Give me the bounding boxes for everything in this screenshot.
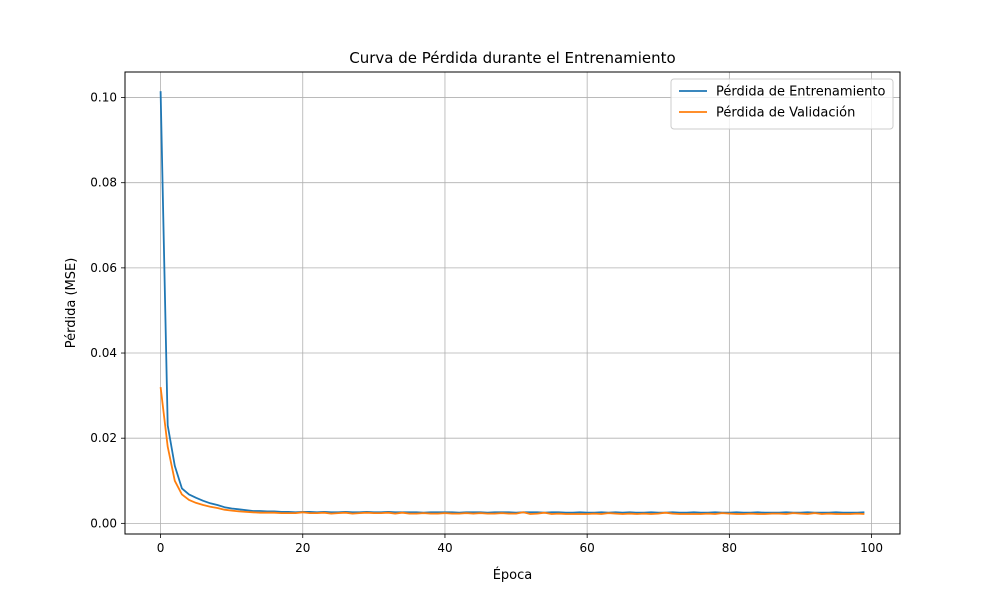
chart-title: Curva de Pérdida durante el Entrenamient… xyxy=(349,49,675,67)
x-tick-label: 80 xyxy=(722,541,737,555)
x-tick-label: 20 xyxy=(295,541,310,555)
y-tick-label: 0.04 xyxy=(90,346,117,360)
y-tick-label: 0.10 xyxy=(90,91,117,105)
y-tick-label: 0.06 xyxy=(90,261,117,275)
x-axis: 0 20 40 60 80 100 xyxy=(157,534,883,555)
legend-label-1: Pérdida de Entrenamiento xyxy=(716,85,886,100)
legend: Pérdida de Entrenamiento Pérdida de Valid… xyxy=(670,78,894,130)
x-tick-label: 0 xyxy=(157,541,165,555)
series-layer xyxy=(159,91,865,515)
series-line-1 xyxy=(159,91,865,514)
y-axis-label: Pérdida (MSE) xyxy=(64,258,79,349)
x-axis-label: Época xyxy=(493,567,533,583)
series-line-2 xyxy=(159,386,865,515)
x-tick-label: 60 xyxy=(580,541,595,555)
x-tick-label: 40 xyxy=(437,541,452,555)
y-axis: 0.00 0.02 0.04 0.06 0.08 0.10 xyxy=(90,91,125,530)
legend-box xyxy=(670,78,894,130)
y-tick-label: 0.00 xyxy=(90,516,117,530)
y-tick-label: 0.08 xyxy=(90,176,117,190)
x-tick-label: 100 xyxy=(860,541,883,555)
grid xyxy=(125,72,900,534)
axes-frame xyxy=(124,71,901,535)
legend-label-2: Pérdida de Validación xyxy=(716,106,855,121)
y-tick-label: 0.02 xyxy=(90,431,117,445)
